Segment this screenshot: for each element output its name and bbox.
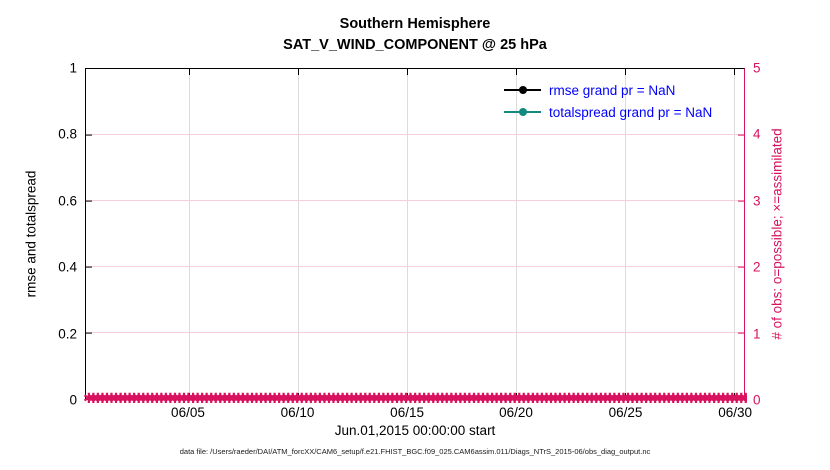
x-axis-title: Jun.01,2015 00:00:00 start <box>334 423 496 438</box>
left-y-tick-label: 0 <box>69 392 77 408</box>
chart-title: Southern Hemisphere SAT_V_WIND_COMPONENT… <box>0 14 830 56</box>
x-tick-mark-top <box>734 69 736 75</box>
left-y-tick-mark <box>86 332 92 334</box>
left-y-tick-mark <box>86 266 92 268</box>
x-tick-mark-top <box>407 69 409 75</box>
gridline-horizontal <box>86 200 744 201</box>
right-y-tick-mark <box>738 332 744 334</box>
plot-area: rmse grand pr = NaN totalspread grand pr… <box>83 68 747 405</box>
right-y-tick-label: 1 <box>753 326 761 342</box>
x-tick-mark-top <box>297 69 300 75</box>
left-y-tick-labels: 0 0.2 0.4 0.6 0.8 1 <box>0 61 77 408</box>
gridline-vertical <box>624 69 626 399</box>
x-tick-mark-top <box>188 69 190 75</box>
left-y-tick-label: 0.2 <box>58 326 77 342</box>
x-tick-label: 06/10 <box>280 405 315 420</box>
gridline-vertical <box>734 69 736 399</box>
x-tick-label: 06/05 <box>171 405 205 420</box>
right-y-tick-labels: 0 1 2 3 4 5 <box>753 61 823 408</box>
totalspread-marker-dot <box>518 108 527 116</box>
x-tick-mark <box>188 393 190 399</box>
chart-title-line1: Southern Hemisphere <box>339 16 491 32</box>
left-y-tick-label: 0.6 <box>58 193 77 209</box>
x-tick-label: 06/15 <box>390 405 424 420</box>
right-y-tick-label: 0 <box>753 392 761 408</box>
x-tick-label: 06/25 <box>608 405 643 420</box>
left-y-tick-label: 0.4 <box>58 259 77 275</box>
left-y-tick-label: 1 <box>69 60 77 76</box>
gridline-horizontal <box>86 332 744 333</box>
x-tick-mark-top <box>624 69 627 75</box>
legend-item-rmse: rmse grand pr = NaN <box>504 79 712 101</box>
x-tick-mark <box>734 393 736 399</box>
gridline-vertical <box>297 69 299 399</box>
right-y-tick-label: 2 <box>753 259 761 275</box>
x-tick-mark <box>515 393 517 399</box>
legend: rmse grand pr = NaN totalspread grand pr… <box>504 79 712 123</box>
x-tick-label: 06/20 <box>499 405 533 420</box>
x-tick-mark <box>624 393 627 399</box>
obs-marker-band: ✱✱✱✱✱✱✱✱✱✱✱✱✱✱✱✱✱✱✱✱✱✱✱✱✱✱✱✱✱✱✱✱✱✱✱✱✱✱✱✱… <box>83 391 747 406</box>
right-y-tick-label: 4 <box>753 126 761 142</box>
left-y-tick-mark <box>86 134 92 136</box>
legend-label-rmse: rmse grand pr = NaN <box>549 82 676 98</box>
right-y-tick-mark <box>738 134 744 136</box>
left-y-tick-label: 0.8 <box>58 126 77 142</box>
legend-item-totalspread: totalspread grand pr = NaN <box>504 101 712 123</box>
gridline-vertical <box>188 69 190 399</box>
right-y-axis-title: # of obs: o=possible; ×=assimilated <box>769 128 785 340</box>
left-y-axis-title: rmse and totalspread <box>23 170 39 298</box>
x-tick-mark-top <box>515 69 517 75</box>
right-y-tick-mark <box>738 200 744 202</box>
gridline-horizontal <box>86 134 744 135</box>
totalspread-line-swatch <box>504 108 541 116</box>
x-tick-mark <box>407 393 409 399</box>
right-y-tick-label: 5 <box>753 60 761 76</box>
rmse-marker-dot <box>518 86 527 94</box>
chart-title-line2: SAT_V_WIND_COMPONENT @ 25 hPa <box>283 37 547 53</box>
gridline-vertical <box>515 69 517 399</box>
x-tick-labels: 06/05 06/10 06/15 06/20 06/25 06/30 <box>85 405 752 421</box>
rmse-line-swatch <box>504 86 541 94</box>
x-tick-mark <box>297 393 300 399</box>
right-y-tick-mark <box>738 266 744 268</box>
gridline-horizontal <box>86 266 744 267</box>
x-tick-label: 06/30 <box>718 405 752 420</box>
left-y-tick-mark <box>86 200 92 202</box>
data-file-caption: data file: /Users/raeder/DAI/ATM_forcXX/… <box>179 447 651 456</box>
gridline-vertical <box>407 69 409 399</box>
right-y-tick-label: 3 <box>753 193 761 209</box>
legend-label-totalspread: totalspread grand pr = NaN <box>549 104 713 120</box>
